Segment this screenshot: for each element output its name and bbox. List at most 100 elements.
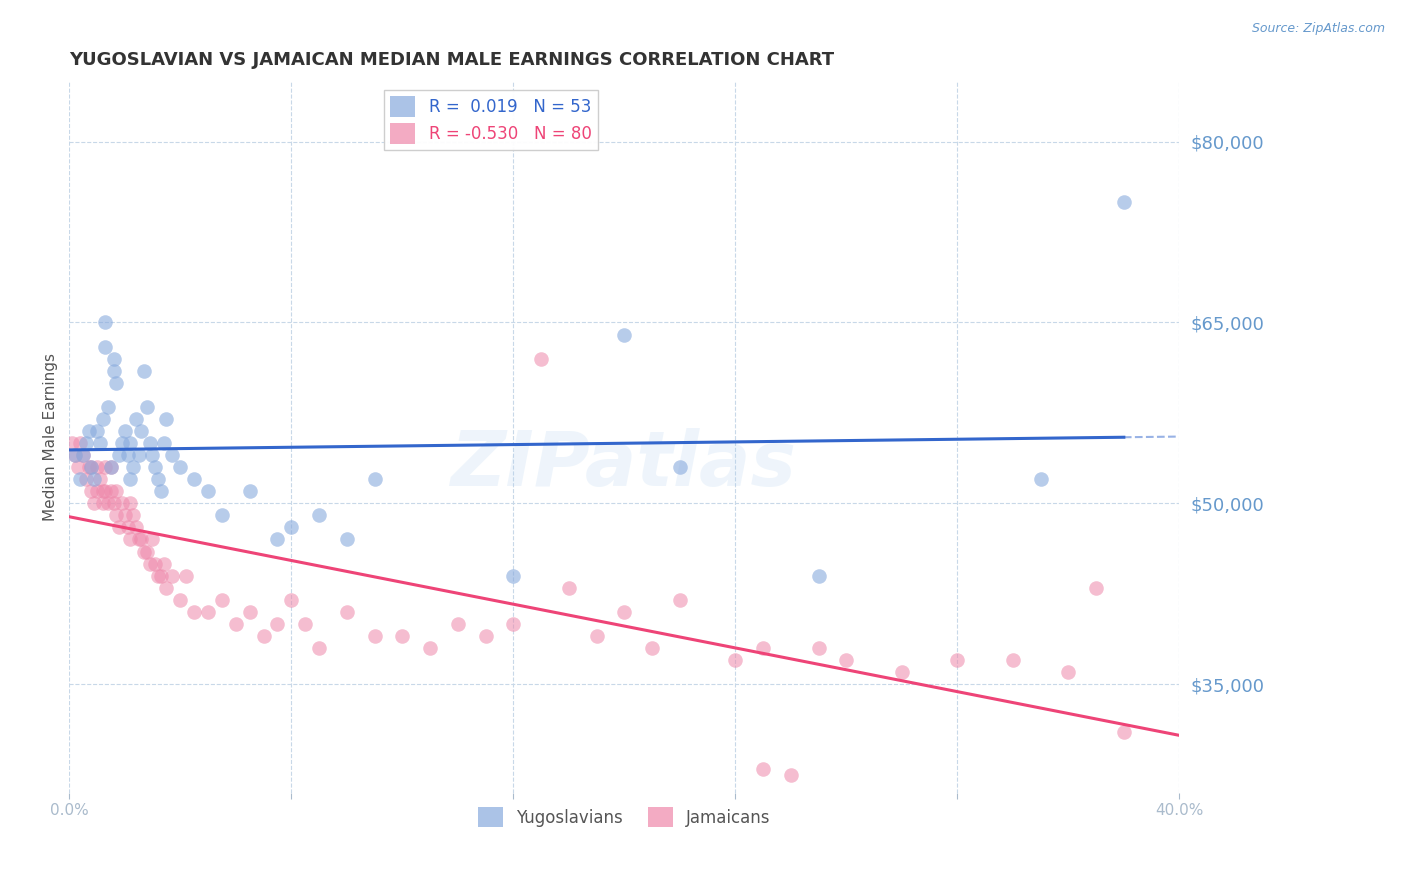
Point <box>613 327 636 342</box>
Point <box>120 533 142 547</box>
Point <box>83 472 105 486</box>
Point <box>86 460 108 475</box>
Point <box>474 629 496 643</box>
Point <box>91 412 114 426</box>
Point <box>105 376 128 390</box>
Y-axis label: Median Male Earnings: Median Male Earnings <box>44 353 58 521</box>
Point <box>94 340 117 354</box>
Point <box>72 448 94 462</box>
Point <box>225 616 247 631</box>
Point <box>105 508 128 523</box>
Point <box>308 640 330 655</box>
Point <box>1029 472 1052 486</box>
Point <box>103 351 125 366</box>
Point <box>197 484 219 499</box>
Point <box>120 496 142 510</box>
Point <box>752 762 775 776</box>
Point <box>89 472 111 486</box>
Point <box>86 424 108 438</box>
Point <box>100 460 122 475</box>
Point <box>146 472 169 486</box>
Point <box>779 767 801 781</box>
Point <box>419 640 441 655</box>
Point <box>138 557 160 571</box>
Point <box>613 605 636 619</box>
Point <box>308 508 330 523</box>
Point <box>585 629 607 643</box>
Point <box>266 533 288 547</box>
Point <box>211 508 233 523</box>
Point <box>1112 194 1135 209</box>
Point <box>149 484 172 499</box>
Point <box>211 592 233 607</box>
Point <box>502 616 524 631</box>
Point <box>447 616 470 631</box>
Point <box>183 605 205 619</box>
Point <box>80 484 103 499</box>
Point <box>77 424 100 438</box>
Point <box>103 496 125 510</box>
Point <box>120 436 142 450</box>
Point <box>136 544 159 558</box>
Point <box>169 460 191 475</box>
Point <box>83 496 105 510</box>
Point <box>363 629 385 643</box>
Point <box>143 460 166 475</box>
Point <box>391 629 413 643</box>
Point <box>117 520 139 534</box>
Text: ZIPatlas: ZIPatlas <box>451 428 797 502</box>
Point <box>63 448 86 462</box>
Point <box>122 460 145 475</box>
Point <box>114 508 136 523</box>
Point <box>131 424 153 438</box>
Point <box>152 436 174 450</box>
Point <box>141 448 163 462</box>
Point <box>155 412 177 426</box>
Point <box>63 448 86 462</box>
Point <box>91 484 114 499</box>
Point <box>72 448 94 462</box>
Point <box>239 605 262 619</box>
Point <box>60 436 83 450</box>
Point <box>111 496 134 510</box>
Point <box>1085 581 1108 595</box>
Point <box>558 581 581 595</box>
Point <box>280 520 302 534</box>
Point <box>100 460 122 475</box>
Point <box>105 484 128 499</box>
Point <box>807 640 830 655</box>
Point <box>146 568 169 582</box>
Point <box>111 436 134 450</box>
Point <box>946 653 969 667</box>
Point <box>280 592 302 607</box>
Point <box>149 568 172 582</box>
Point <box>94 316 117 330</box>
Point <box>125 520 148 534</box>
Point <box>80 460 103 475</box>
Point <box>122 508 145 523</box>
Point <box>143 557 166 571</box>
Point <box>66 460 89 475</box>
Point <box>752 640 775 655</box>
Legend: Yugoslavians, Jamaicans: Yugoslavians, Jamaicans <box>471 800 778 834</box>
Point <box>120 472 142 486</box>
Point <box>336 605 359 619</box>
Point <box>1001 653 1024 667</box>
Point <box>69 472 91 486</box>
Point <box>100 484 122 499</box>
Point <box>91 496 114 510</box>
Point <box>86 484 108 499</box>
Point <box>155 581 177 595</box>
Point <box>252 629 274 643</box>
Point <box>117 448 139 462</box>
Text: Source: ZipAtlas.com: Source: ZipAtlas.com <box>1251 22 1385 36</box>
Point <box>75 436 97 450</box>
Point <box>77 460 100 475</box>
Point <box>97 496 120 510</box>
Point <box>239 484 262 499</box>
Point <box>169 592 191 607</box>
Point <box>336 533 359 547</box>
Point <box>890 665 912 679</box>
Point <box>134 544 156 558</box>
Point <box>668 592 690 607</box>
